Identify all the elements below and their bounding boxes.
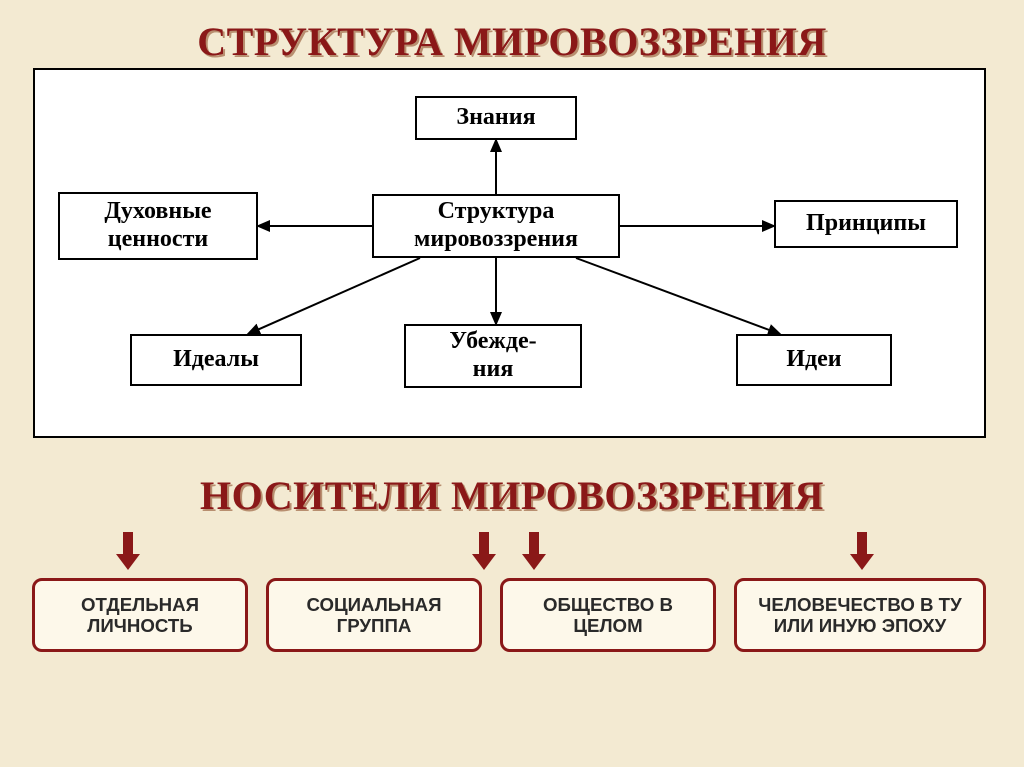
carrier-box-0: ОТДЕЛЬНАЯ ЛИЧНОСТЬ (32, 578, 248, 652)
node-label: Убежде-ния (449, 328, 536, 383)
node-values: Духовныеценности (58, 192, 258, 260)
node-center: Структурамировоззрения (372, 194, 620, 258)
page-title-bottom: НОСИТЕЛИ МИРОВОЗЗРЕНИЯ (0, 472, 1024, 519)
node-label: Идеалы (173, 346, 259, 374)
carrier-label: СОЦИАЛЬНАЯ ГРУППА (277, 594, 471, 637)
page-title-top: СТРУКТУРА МИРОВОЗЗРЕНИЯ (0, 18, 1024, 65)
node-label: Духовныеценности (104, 198, 211, 253)
carrier-label: ЧЕЛОВЕЧЕСТВО В ТУ ИЛИ ИНУЮ ЭПОХУ (745, 594, 975, 637)
carrier-label: ОТДЕЛЬНАЯ ЛИЧНОСТЬ (43, 594, 237, 637)
carrier-label: ОБЩЕСТВО В ЦЕЛОМ (511, 594, 705, 637)
carrier-box-1: СОЦИАЛЬНАЯ ГРУППА (266, 578, 482, 652)
node-ideals: Идеалы (130, 334, 302, 386)
down-arrow-icon (850, 532, 874, 572)
node-label: Структурамировоззрения (414, 198, 578, 253)
node-beliefs: Убежде-ния (404, 324, 582, 388)
node-ideas: Идеи (736, 334, 892, 386)
carrier-box-2: ОБЩЕСТВО В ЦЕЛОМ (500, 578, 716, 652)
carrier-box-3: ЧЕЛОВЕЧЕСТВО В ТУ ИЛИ ИНУЮ ЭПОХУ (734, 578, 986, 652)
node-label: Знания (456, 104, 535, 132)
down-arrow-icon (116, 532, 140, 572)
down-arrow-icon (522, 532, 546, 572)
node-label: Принципы (806, 210, 926, 238)
down-arrow-icon (472, 532, 496, 572)
node-principles: Принципы (774, 200, 958, 248)
node-knowledge: Знания (415, 96, 577, 140)
node-label: Идеи (786, 346, 841, 374)
